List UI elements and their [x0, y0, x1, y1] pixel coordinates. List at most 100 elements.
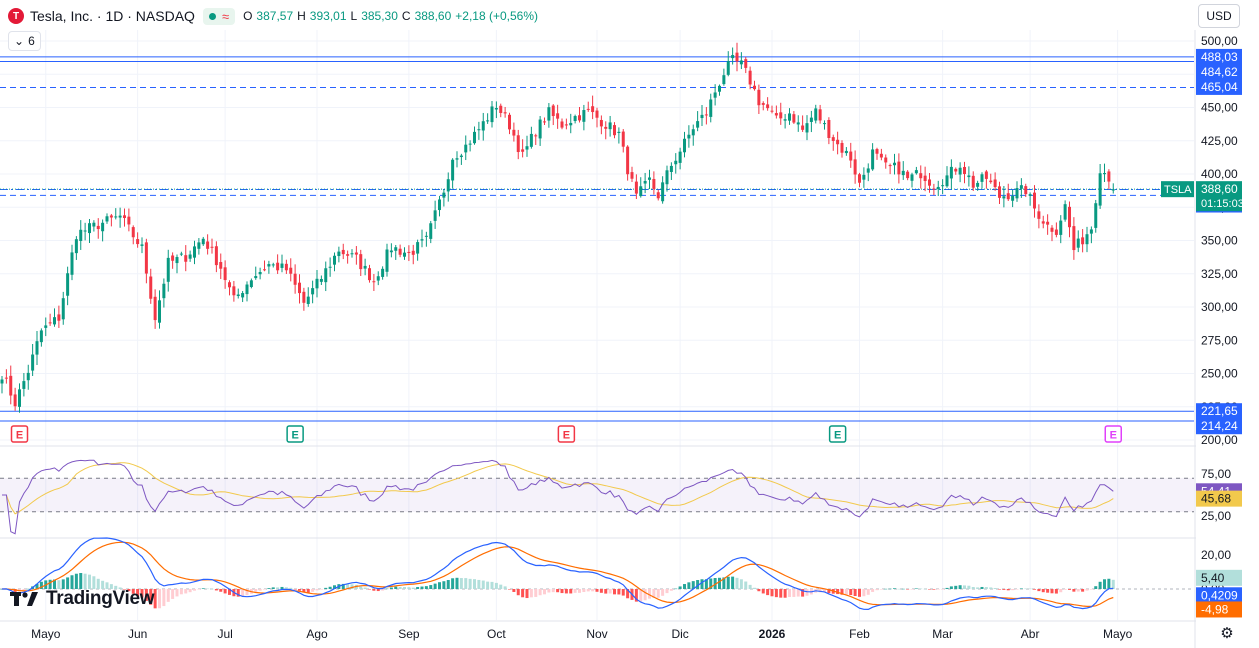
macd-histogram-bar	[267, 588, 271, 589]
price-axis-tick: 450,00	[1201, 101, 1238, 115]
candle-body	[722, 75, 726, 85]
candle-body	[713, 92, 717, 98]
price-label-tag-bg	[1196, 48, 1242, 65]
price-axis-tick: 300,00	[1201, 300, 1238, 314]
earnings-marker-box	[10, 425, 29, 443]
symbol-tag-bg	[1161, 181, 1194, 198]
macd-histogram-bar	[280, 586, 284, 589]
macd-histogram-bar	[101, 580, 105, 589]
price-label-tag-bg	[1196, 418, 1242, 435]
macd-histogram-bar	[271, 587, 275, 589]
last-price-text: 388,60	[1201, 182, 1238, 196]
macd-histogram-bar	[477, 579, 481, 589]
candle-body	[858, 174, 861, 183]
tesla-logo-icon: T	[8, 8, 24, 24]
macd-histogram-bar	[96, 578, 100, 589]
macd-histogram-bar	[328, 586, 332, 589]
macd-histogram-bar	[573, 589, 577, 593]
candle-body	[634, 181, 638, 194]
candle-body	[914, 170, 918, 174]
macd-histogram-bar	[144, 589, 148, 601]
macd-histogram-bar	[687, 582, 691, 589]
macd-histogram-bar	[739, 579, 743, 589]
price-label-tag-bg	[1196, 63, 1242, 80]
low-key: L	[350, 9, 358, 23]
candle-body	[656, 192, 660, 199]
candle-body	[1015, 188, 1019, 199]
earnings-marker-label: E	[834, 430, 841, 442]
macd-histogram-bar	[319, 589, 323, 590]
macd-histogram-bar	[490, 581, 494, 589]
candle-body	[766, 104, 770, 109]
macd-histogram-bar	[241, 589, 245, 597]
candle-body	[521, 149, 525, 152]
macd-value-tag: 0,4209	[1196, 587, 1242, 604]
candle-body	[284, 263, 288, 271]
candle-body	[989, 180, 993, 183]
candle-body	[814, 108, 818, 121]
macd-histogram-bar	[569, 589, 573, 594]
macd-histogram-bar	[910, 589, 914, 590]
candle-body	[871, 149, 875, 170]
candle-body	[879, 153, 883, 158]
candle-body	[197, 242, 201, 249]
candle-body	[897, 161, 901, 175]
macd-histogram-bar	[289, 587, 293, 589]
macd-histogram-bar	[394, 586, 398, 589]
macd-histogram-bar	[634, 589, 638, 602]
settings-icon[interactable]: ⚙	[1220, 625, 1234, 642]
macd-histogram-bar	[455, 577, 459, 589]
candle-body	[0, 379, 4, 384]
candle-body	[359, 254, 363, 270]
candle-body	[289, 267, 293, 274]
macd-histogram-bar	[888, 588, 892, 590]
macd-histogram-bar	[158, 589, 161, 609]
candle-body	[569, 122, 573, 126]
candle-body	[538, 119, 542, 139]
macd-line	[1, 537, 1114, 611]
macd-histogram-bar	[346, 584, 350, 589]
candle-body	[420, 239, 424, 241]
macd-histogram-bar	[1054, 589, 1058, 594]
macd-histogram-bar	[735, 577, 739, 589]
candle-body	[446, 179, 450, 192]
candle-body	[1002, 196, 1006, 199]
macd-histogram-bar	[884, 588, 888, 590]
candle-body	[61, 298, 65, 320]
candle-body	[818, 109, 822, 121]
macd-histogram-bar	[372, 589, 376, 591]
macd-histogram-bar	[258, 589, 262, 591]
symbol-title[interactable]: Tesla, Inc. · 1D · NASDAQ	[30, 8, 195, 24]
macd-histogram-bar	[188, 589, 192, 593]
macd-histogram-bar	[438, 582, 441, 589]
macd-histogram-bar	[105, 582, 109, 589]
candle-body	[551, 105, 555, 117]
candle-body	[1041, 221, 1045, 224]
time-axis-label: Jul	[217, 627, 232, 641]
macd-histogram-bar	[958, 585, 962, 589]
macd-histogram-bar	[639, 589, 643, 602]
macd-signal-tag-bg	[1196, 601, 1242, 618]
currency-selector[interactable]: USD	[1198, 4, 1240, 28]
candle-body	[1068, 206, 1071, 228]
macd-histogram-bar	[263, 589, 266, 590]
candle-body	[788, 113, 791, 121]
rsi-ma-line	[2, 462, 1114, 515]
macd-histogram-bar	[512, 589, 516, 592]
market-status-pill[interactable]: ≈	[202, 7, 236, 25]
change-value: +2,18 (+0,56%)	[455, 9, 538, 23]
candle-body	[639, 186, 643, 197]
macd-histogram-bar	[836, 589, 840, 595]
indicators-toggle-button[interactable]: ⌄ 6	[8, 31, 41, 51]
candle-body	[206, 241, 210, 249]
candle-body	[241, 293, 245, 298]
tradingview-brand[interactable]: TradingView	[10, 588, 155, 610]
macd-histogram-bar	[731, 576, 735, 589]
candle-body	[236, 294, 240, 297]
macd-histogram-bar	[131, 589, 135, 594]
macd-histogram-bar	[700, 579, 704, 589]
candle-body	[744, 59, 748, 68]
macd-histogram-bar	[1046, 589, 1050, 593]
